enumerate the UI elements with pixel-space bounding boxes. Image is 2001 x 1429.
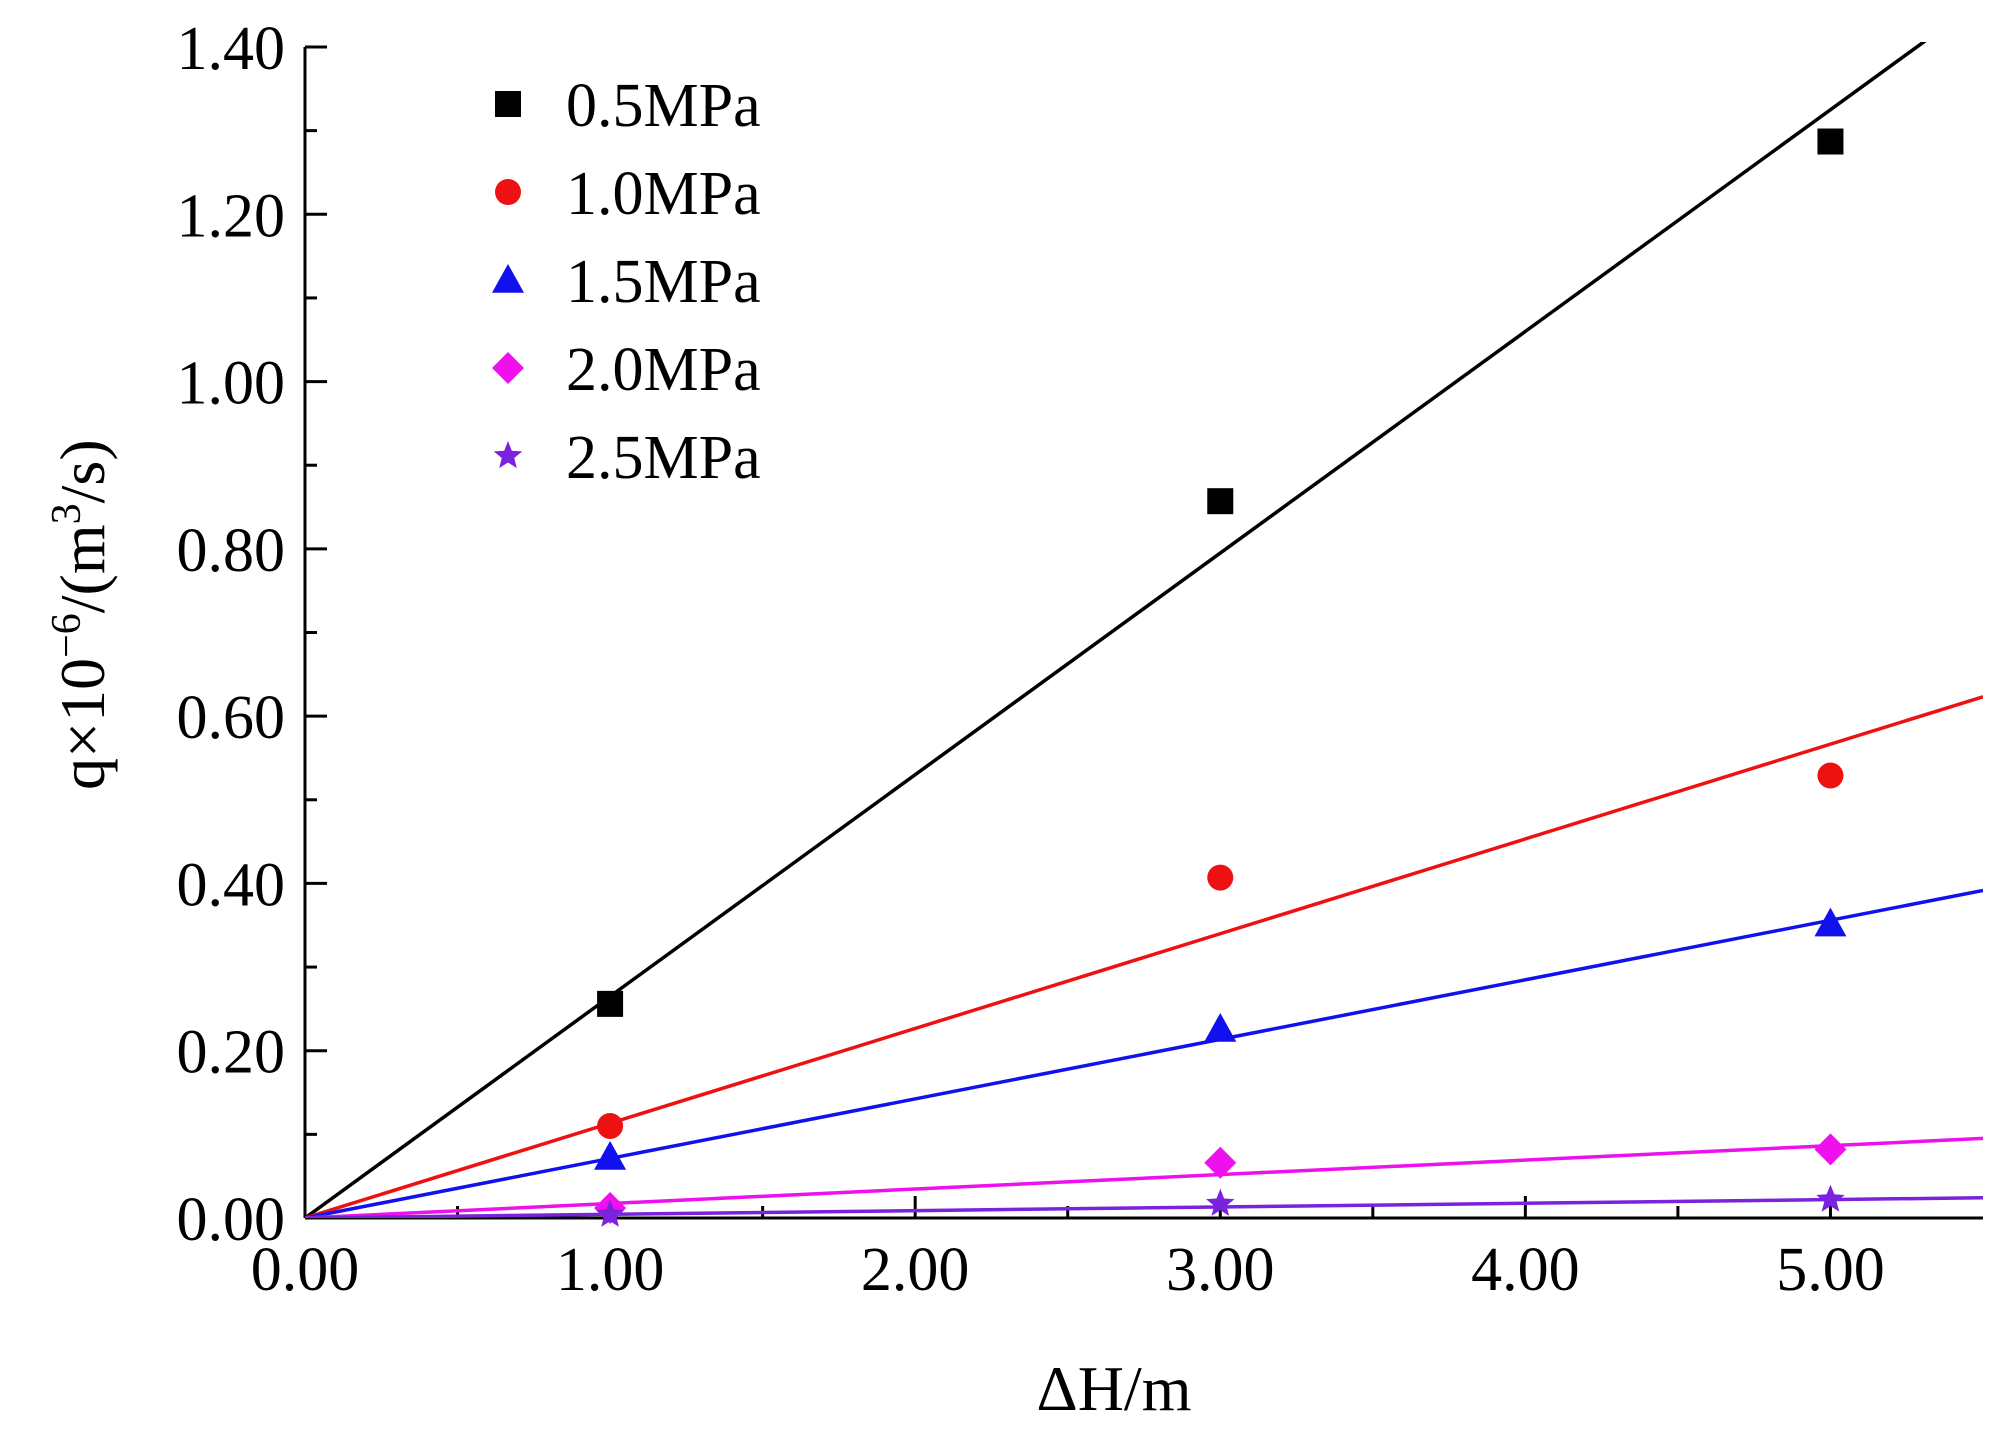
x-tick-label: 0.00 [251,1236,360,1304]
axes: 0.00 0.20 0.40 0.60 0.80 1.00 1.20 1.40 0.00 1.00… [177,15,1983,1304]
y-axis-label-mid: /(m [47,524,118,613]
y-tick-label: 0.40 [177,851,286,919]
legend-marker-2.5MPa [493,441,523,469]
y-tick-label: 0.00 [177,1186,286,1254]
data-point-0.5MPa [597,990,624,1017]
legend-label: 1.5MPa [566,248,761,316]
x-tick-label: 3.00 [1166,1236,1275,1304]
legend-label: 2.5MPa [566,424,761,492]
data-point-0.5MPa [1207,488,1234,515]
fit-lines [305,42,1983,1218]
fit-line-2.5MPa [305,1196,1983,1218]
data-point-0.5MPa [1817,128,1844,155]
legend-marker-0.5MPa [495,91,521,117]
fit-line-2.0MPa [305,1136,1983,1218]
fit-line-1.5MPa [305,888,1983,1218]
legend-marker-1.5MPa [492,264,524,293]
y-axis-label-tail: /s) [47,439,118,503]
data-points [594,128,1847,1227]
data-point-1.0MPa [1817,762,1844,789]
fit-line-0.5MPa [305,42,1927,1218]
data-point-1.0MPa [597,1112,624,1139]
data-point-2.5MPa [595,1199,625,1227]
data-point-2.5MPa [1816,1184,1845,1212]
data-point-2.0MPa [1814,1133,1847,1166]
y-tick-label: 0.80 [177,517,286,585]
legend-label: 0.5MPa [566,72,761,140]
x-tick-label: 5.00 [1776,1236,1885,1304]
y-axis-label: q×10−6/(m3/s) [44,439,118,790]
data-point-2.0MPa [1204,1146,1237,1179]
data-point-1.0MPa [1207,864,1234,891]
x-axis-label: ΔH/m [1037,1353,1192,1424]
x-tick-label: 4.00 [1471,1236,1580,1304]
y-axis-label-unit-exp: 3 [44,503,90,524]
fit-line-1.0MPa [305,695,1983,1218]
data-point-1.5MPa [594,1140,627,1170]
x-tick-label: 2.00 [861,1236,970,1304]
y-axis-label-exp: −6 [44,613,90,658]
x-tick-label: 1.00 [556,1236,665,1304]
legend-marker-1.0MPa [495,179,521,205]
y-tick-label: 1.20 [177,182,286,250]
legend: 0.5MPa 1.0MPa 1.5MPa 2.0MPa 2.5MPa [492,72,761,492]
y-axis-label-base: q×10 [47,658,118,790]
legend-marker-2.0MPa [492,352,524,384]
y-tick-label: 0.20 [177,1019,286,1087]
data-point-1.5MPa [1204,1012,1237,1042]
data-point-1.5MPa [1814,907,1847,937]
legend-label: 1.0MPa [566,160,761,228]
legend-label: 2.0MPa [566,336,761,404]
y-tick-label: 0.60 [177,684,286,752]
data-point-2.5MPa [1206,1188,1235,1216]
y-tick-label: 1.00 [177,350,286,418]
y-tick-label: 1.40 [177,15,286,83]
